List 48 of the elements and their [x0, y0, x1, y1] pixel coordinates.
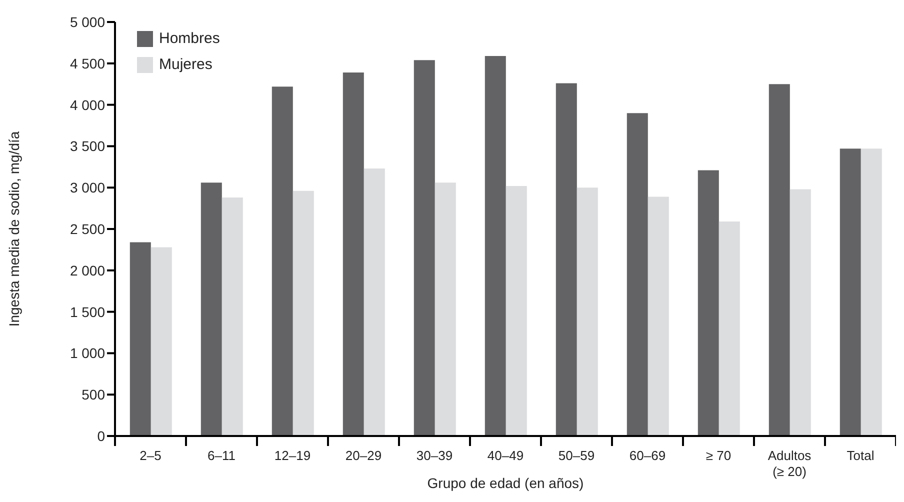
x-tick-label: 12–19 — [274, 448, 311, 463]
x-tick-label: ≥ 70 — [706, 448, 732, 463]
y-tick-label: 500 — [82, 386, 106, 403]
x-tick-label: 40–49 — [487, 448, 524, 463]
x-tick-label: 60–69 — [629, 448, 666, 463]
y-tick-label: 3 000 — [70, 180, 106, 196]
bar — [200, 182, 222, 436]
bar — [414, 60, 435, 436]
bar — [434, 182, 456, 436]
bar — [484, 56, 506, 436]
y-tick-label: 2 000 — [70, 262, 106, 278]
x-tick-label: 50–59 — [558, 448, 595, 463]
bar — [272, 86, 293, 436]
bar — [506, 186, 527, 436]
bar — [150, 247, 172, 436]
x-tick-label: 30–39 — [416, 448, 453, 463]
bar — [698, 170, 719, 436]
legend-label: Mujeres — [159, 55, 212, 75]
bar — [768, 84, 790, 436]
x-axis-title: Grupo de edad (en años) — [427, 475, 584, 491]
x-tick-label: 2–5 — [140, 448, 162, 463]
y-tick-label: 1 500 — [70, 304, 106, 320]
y-tick-label: 4 500 — [70, 55, 106, 72]
legend-label: Hombres — [159, 29, 220, 49]
bar — [626, 113, 648, 436]
x-tick-label: Adultos (≥ 20) — [768, 448, 812, 479]
bar — [556, 83, 577, 436]
x-tick-label: 6–11 — [208, 448, 236, 463]
y-tick-label: 1 000 — [70, 345, 106, 362]
bar — [364, 168, 385, 436]
y-tick-label: 3 500 — [70, 138, 106, 154]
x-tick-label: 20–29 — [345, 448, 382, 463]
bar — [860, 148, 882, 436]
y-tick-label: 0 — [97, 428, 106, 444]
y-axis-title: Ingesta media de sodio, mg/día — [6, 131, 22, 327]
y-tick-label: 5 000 — [70, 14, 106, 30]
y-tick-label: 4 000 — [70, 96, 106, 113]
bar — [576, 188, 598, 436]
bar — [718, 222, 740, 436]
bar — [790, 189, 811, 436]
y-tick-label: 2 500 — [70, 220, 106, 237]
bar — [840, 148, 861, 436]
bar — [130, 242, 151, 436]
bar — [648, 196, 669, 436]
bar — [342, 72, 364, 436]
bar — [222, 198, 243, 436]
x-tick-label: Total — [846, 448, 874, 463]
bar — [292, 190, 314, 436]
